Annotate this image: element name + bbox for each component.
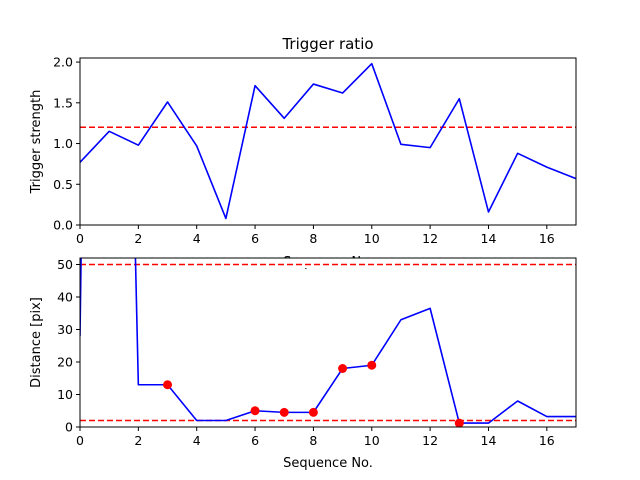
top-series-line-0 — [80, 62, 576, 220]
top-chart-title: Trigger ratio — [281, 35, 373, 53]
bottom-plot-area — [80, 258, 576, 427]
bottom-x-axis-label: Sequence No. — [283, 456, 373, 471]
bottom-marker-3 — [308, 407, 318, 417]
top-x-tick-label-4: 8 — [309, 231, 317, 246]
bottom-y-tick-label-0: 0 — [65, 420, 73, 435]
bottom-x-tick-label-7: 14 — [481, 433, 497, 448]
top-axes-frame — [79, 57, 577, 226]
top-x-tick-label-6: 12 — [422, 231, 438, 246]
bottom-x-tick-label-6: 12 — [422, 433, 438, 448]
bottom-x-tick-label-8: 16 — [539, 433, 555, 448]
top-x-tick-label-1: 2 — [134, 231, 142, 246]
bottom-x-tick-label-1: 2 — [134, 433, 142, 448]
top-x-tick-label-0: 0 — [76, 231, 84, 246]
bottom-marker-1 — [250, 406, 260, 416]
bottom-axes-frame — [79, 257, 577, 428]
top-y-tick-label-3: 1.5 — [53, 95, 73, 110]
top-x-tick-label-8: 16 — [539, 231, 555, 246]
bottom-marker-5 — [367, 360, 377, 370]
top-y-axis-label: Trigger strength — [29, 90, 44, 195]
top-y-tick-label-4: 2.0 — [53, 55, 73, 70]
bottom-marker-6 — [454, 418, 464, 427]
bottom-marker-0 — [163, 380, 173, 390]
top-x-tick-label-3: 6 — [251, 231, 259, 246]
bottom-y-tick-label-2: 20 — [57, 355, 73, 370]
bottom-x-tick-label-3: 6 — [251, 433, 259, 448]
top-x-tick-label-7: 14 — [481, 231, 497, 246]
bottom-marker-2 — [279, 407, 289, 417]
bottom-marker-4 — [338, 364, 348, 373]
bottom-y-axis-label: Distance [pix] — [29, 297, 44, 388]
bottom-x-tick-label-0: 0 — [76, 433, 84, 448]
bottom-y-tick-label-4: 40 — [57, 290, 73, 305]
bottom-y-tick-label-1: 10 — [57, 387, 73, 402]
top-x-tick-label-5: 10 — [364, 231, 380, 246]
bottom-x-tick-label-2: 4 — [193, 433, 201, 448]
bottom-x-tick-label-4: 8 — [309, 433, 317, 448]
top-y-tick-label-1: 0.5 — [53, 177, 73, 192]
bottom-y-tick-label-3: 30 — [57, 322, 73, 337]
bottom-x-tick-label-5: 10 — [364, 433, 380, 448]
bottom-y-tick-label-5: 50 — [57, 257, 73, 272]
top-y-tick-label-0: 0.0 — [53, 218, 73, 233]
top-plot-area — [80, 62, 576, 220]
top-x-tick-label-2: 4 — [193, 231, 201, 246]
top-y-tick-label-2: 1.0 — [53, 136, 73, 151]
